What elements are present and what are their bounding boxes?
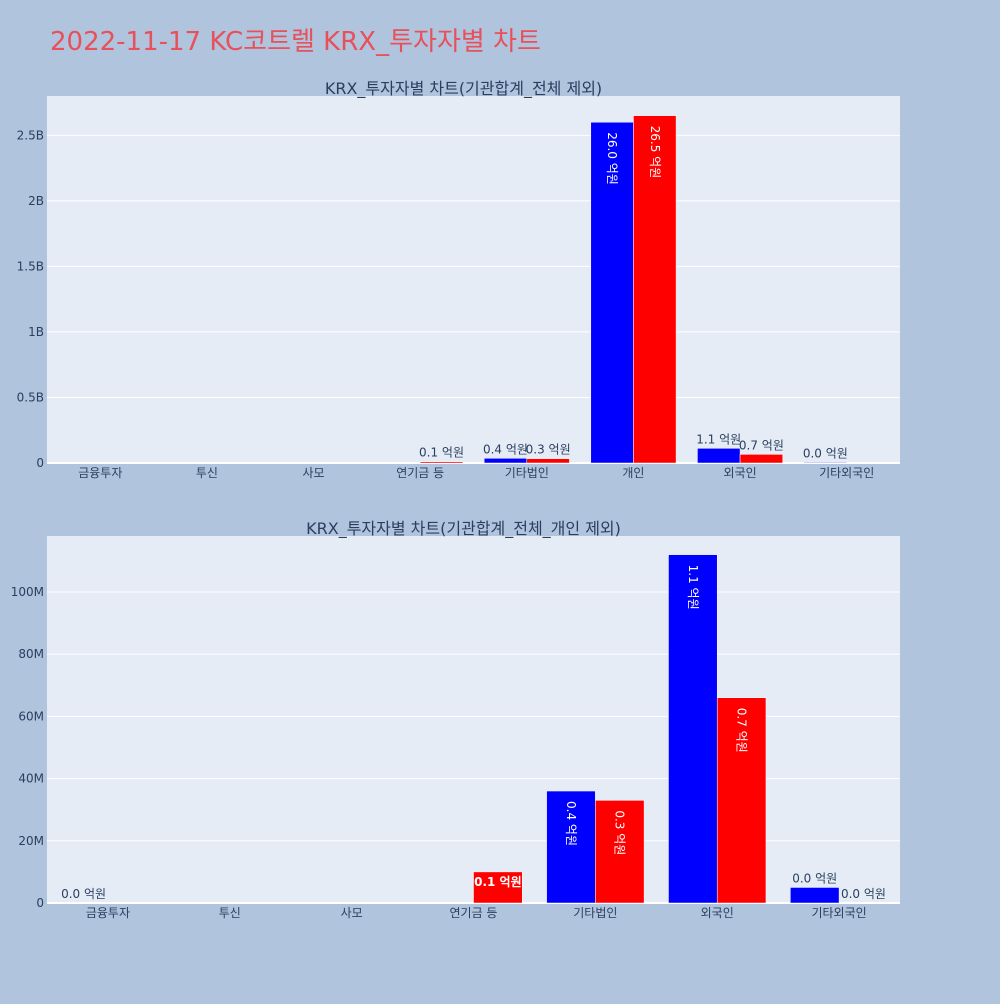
y-tick-label: 0	[36, 896, 44, 910]
bar	[546, 790, 596, 904]
data-label: 0.0 억원	[792, 871, 837, 885]
x-tick-label: 사모	[341, 906, 363, 920]
bar	[483, 458, 528, 464]
data-label: 0.1 억원	[419, 446, 464, 460]
chart-title: KRX_투자자별 차트(기관합계_전체_개인 제외)	[306, 519, 621, 539]
data-label: 26.0 억원	[605, 132, 619, 185]
y-tick-label: 2B	[28, 194, 44, 208]
data-label: 0.4 억원	[483, 442, 528, 456]
x-tick-label: 연기금 등	[450, 906, 498, 920]
x-tick-label: 기타법인	[505, 466, 549, 480]
data-label: 1.1 억원	[686, 565, 700, 610]
data-label: 0.1 억원	[474, 875, 522, 889]
y-tick-label: 0	[36, 456, 44, 470]
y-tick-label: 100M	[11, 585, 44, 599]
bar	[526, 458, 570, 464]
data-label: 0.3 억원	[526, 443, 571, 457]
x-tick-label: 기타외국인	[811, 906, 866, 920]
data-label: 0.7 억원	[735, 708, 749, 753]
y-tick-label: 60M	[18, 709, 44, 723]
x-tick-label: 연기금 등	[396, 466, 444, 480]
data-label: 0.0 억원	[61, 887, 106, 901]
x-tick-label: 금융투자	[78, 466, 122, 480]
bar	[803, 462, 847, 464]
bar	[716, 697, 767, 904]
y-tick-label: 20M	[18, 834, 44, 848]
x-tick-label: 금융투자	[86, 906, 130, 920]
bar	[633, 115, 677, 464]
chart-panel-2: 0 20M 40M 60M 80M 100M KRX_투자자별 차트(기관합계_전체_개인 …	[11, 519, 900, 920]
data-label: 0.7 억원	[739, 438, 784, 452]
bar	[739, 454, 783, 464]
x-tick-label: 사모	[303, 466, 325, 480]
bar	[590, 121, 634, 464]
data-label: 0.0 억원	[803, 446, 848, 460]
data-label: 0.0 억원	[841, 887, 886, 901]
y-tick-label: 40M	[18, 772, 44, 786]
bar	[790, 887, 840, 904]
y-tick-label: 0.5B	[17, 390, 44, 404]
data-label: 1.1 억원	[696, 432, 741, 446]
x-tick-label: 투신	[196, 466, 218, 480]
x-tick-label: 외국인	[724, 466, 757, 480]
bar	[697, 448, 741, 464]
plot-area	[47, 96, 900, 463]
chart-panel-1: 0 0.5B 1B 1.5B 2B 2.5B KRX_투자자별 차트(기관합계_전체 제외)…	[17, 79, 900, 480]
chart-title: KRX_투자자별 차트(기관합계_전체 제외)	[325, 79, 602, 99]
x-tick-label: 투신	[219, 906, 241, 920]
data-label: 0.3 억원	[613, 810, 627, 855]
y-tick-label: 80M	[18, 647, 44, 661]
data-label: 0.4 억원	[564, 801, 578, 846]
bar	[419, 461, 464, 464]
y-tick-label: 2.5B	[17, 128, 44, 142]
y-tick-label: 1B	[28, 325, 44, 339]
plot-area	[47, 536, 900, 903]
x-tick-label: 개인	[622, 466, 644, 480]
x-tick-label: 외국인	[701, 906, 734, 920]
x-tick-label: 기타외국인	[819, 466, 874, 480]
bar	[668, 554, 718, 904]
page-title: 2022-11-17 KC코트렐 KRX_투자자별 차트	[50, 27, 541, 57]
bar	[473, 871, 523, 904]
y-tick-label: 1.5B	[17, 259, 44, 273]
data-label: 26.5 억원	[648, 126, 662, 179]
x-tick-label: 기타법인	[573, 906, 617, 920]
bar	[595, 800, 645, 904]
